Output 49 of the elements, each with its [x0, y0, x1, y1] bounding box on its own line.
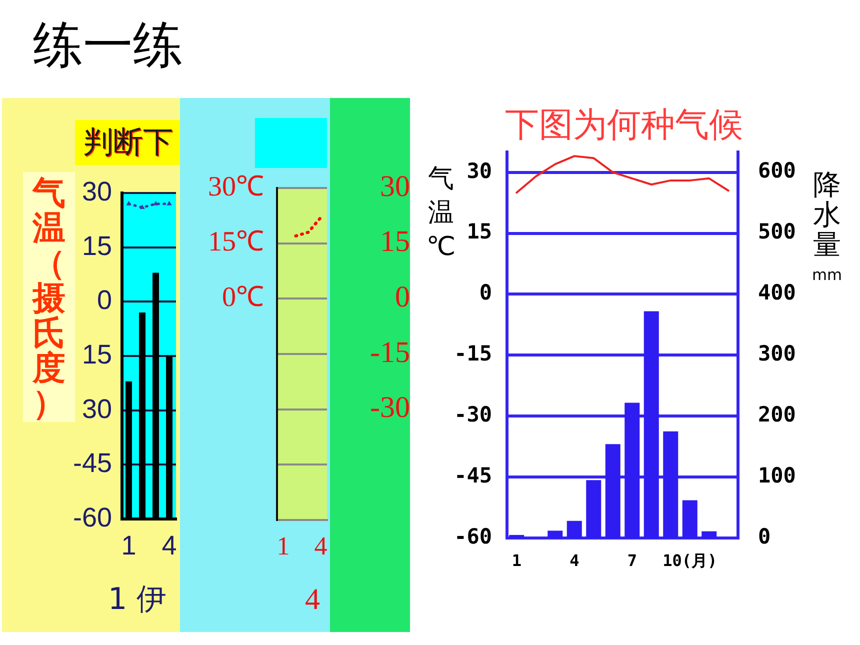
y-tick-label: -15 — [454, 342, 492, 366]
y-axis-title: 气温℃ — [426, 163, 456, 264]
y2-tick-label: 15 — [380, 225, 410, 258]
x-tick-label: 7 — [627, 550, 637, 570]
x-tick-label: 10(月) — [662, 550, 718, 570]
y2-axis-title: 降水量mm — [812, 168, 842, 286]
x-tick-label: 1 — [121, 530, 136, 561]
x-tick-label: 4 — [314, 531, 328, 560]
y2-tick-label: 0 — [395, 280, 410, 314]
y2-tick-label: 100 — [758, 464, 796, 488]
chart-subtitle: 判断下 — [75, 120, 180, 165]
y-axis-title: 气温（摄氏度） — [32, 172, 66, 422]
x-axis-title: 1 伊 — [108, 582, 167, 617]
bar — [682, 500, 698, 538]
y-tick-label: -60 — [454, 524, 492, 548]
x-tick-label: 4 — [162, 530, 177, 561]
x-tick-label: 4 — [570, 550, 580, 570]
y2-tick-label: 300 — [758, 342, 796, 366]
bar — [566, 520, 582, 538]
y2-tick-label: 200 — [758, 402, 796, 427]
y2-tick-label: 400 — [758, 280, 796, 305]
y2-tick-label: 30 — [380, 170, 410, 203]
y-tick-label: 15℃ — [208, 226, 264, 258]
y2-tick-label: 0 — [758, 524, 771, 548]
chart-title: 练一练 — [33, 17, 183, 73]
y-tick-label: -45 — [454, 464, 492, 488]
y2-tick-label: -15 — [370, 336, 410, 369]
y2-tick-label: 500 — [758, 220, 796, 244]
y-tick-label: 15 — [82, 230, 112, 261]
bar — [702, 531, 717, 538]
chart-title: 下图为何种气候 — [505, 105, 743, 145]
y-tick-label: -45 — [72, 448, 112, 478]
y-tick-label: 30 — [82, 176, 112, 206]
y-tick-label: 0℃ — [222, 282, 264, 314]
y2-tick-label: -30 — [370, 391, 410, 424]
y-tick-label: 30℃ — [208, 171, 264, 202]
x-tick-label: 1 — [512, 550, 522, 570]
y-tick-label: 0 — [96, 285, 112, 316]
y-tick-label: 15 — [82, 339, 112, 370]
x-axis-title: 4 — [305, 583, 320, 616]
y-tick-label: -30 — [454, 402, 492, 427]
y2-tick-label: 600 — [758, 158, 796, 183]
y-tick-label: 15 — [466, 220, 492, 244]
y-tick-label: 30 — [466, 158, 492, 183]
bar — [548, 530, 563, 538]
y-tick-label: 0 — [479, 280, 492, 305]
y-tick-label: -60 — [72, 502, 112, 532]
x-tick-label: 1 — [276, 531, 290, 560]
y-tick-label: 30 — [82, 394, 112, 424]
